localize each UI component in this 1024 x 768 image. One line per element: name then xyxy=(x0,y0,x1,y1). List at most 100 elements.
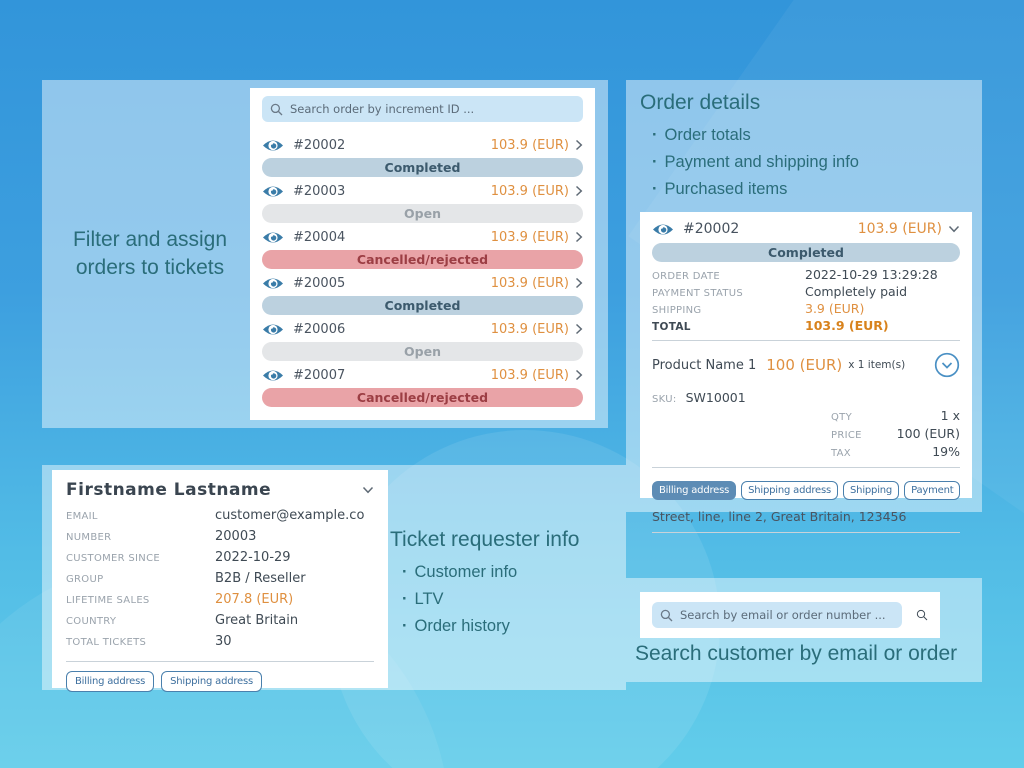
field-row: SHIPPING 3.9 (EUR) xyxy=(640,302,972,318)
field-value: 103.9 (EUR) xyxy=(805,318,889,333)
field-value: B2B / Reseller xyxy=(215,571,306,586)
order-row[interactable]: #20004 103.9 (EUR) xyxy=(262,224,583,250)
field-value: 30 xyxy=(215,634,232,649)
order-list-item: #20007 103.9 (EUR) Cancelled/rejected xyxy=(250,362,595,407)
order-price: 103.9 (EUR) xyxy=(490,275,569,291)
order-fields: ORDER DATE 2022-10-29 13:29:28 PAYMENT S… xyxy=(640,262,972,334)
address-line: Street, line, line 2, Great Britain, 123… xyxy=(652,509,907,524)
field-value: Great Britain xyxy=(215,613,299,628)
order-price: 103.9 (EUR) xyxy=(490,183,569,199)
customer-caption-heading: Ticket requester info xyxy=(390,528,580,551)
chevron-right-icon[interactable] xyxy=(575,231,583,243)
field-row: PAYMENT STATUS Completely paid xyxy=(640,285,972,301)
order-id: #20003 xyxy=(293,183,346,199)
order-status-badge: Cancelled/rejected xyxy=(262,250,583,269)
product-detail-value: 100 (EUR) xyxy=(896,426,960,441)
sku-label: SKU: xyxy=(652,394,677,405)
order-details-panel: Order details Order totals Payment and s… xyxy=(626,80,982,533)
field-label: PAYMENT STATUS xyxy=(652,288,743,299)
product-detail-row: QTY 1 x xyxy=(831,408,960,425)
order-details-header[interactable]: #20002 103.9 (EUR) xyxy=(640,212,972,242)
address-tab-button[interactable]: Shipping xyxy=(843,481,900,500)
chevron-down-icon[interactable] xyxy=(948,225,960,233)
address-tab-button[interactable]: Shipping address xyxy=(161,671,263,692)
field-label: TOTAL xyxy=(652,321,691,333)
order-row[interactable]: #20007 103.9 (EUR) xyxy=(262,362,583,388)
chevron-down-icon[interactable] xyxy=(362,486,374,494)
order-list-item: #20006 103.9 (EUR) Open xyxy=(250,316,595,361)
order-status-badge: Completed xyxy=(652,243,960,262)
customer-name: Firstname Lastname xyxy=(66,480,272,500)
order-id: #20006 xyxy=(293,321,346,337)
order-status-badge: Completed xyxy=(262,158,583,177)
field-label: EMAIL xyxy=(66,511,98,522)
order-id: #20005 xyxy=(293,275,346,291)
order-price: 103.9 (EUR) xyxy=(490,137,569,153)
field-row: ORDER DATE 2022-10-29 13:29:28 xyxy=(640,268,972,284)
order-id: #20002 xyxy=(683,221,740,237)
search-icon xyxy=(660,609,673,621)
address-tab-button[interactable]: Payment xyxy=(904,481,961,500)
customer-header[interactable]: Firstname Lastname xyxy=(52,470,388,506)
customer-address-buttons: Billing address Shipping address xyxy=(52,662,388,692)
address-tab-button[interactable]: Billing address xyxy=(652,481,737,500)
divider xyxy=(66,661,374,662)
order-search-input[interactable]: Search order by increment ID ... xyxy=(262,96,583,122)
field-value: customer@example.co xyxy=(215,508,365,523)
order-status-badge: Completed xyxy=(262,296,583,315)
order-row[interactable]: #20006 103.9 (EUR) xyxy=(262,316,583,342)
field-row: EMAIL customer@example.co xyxy=(52,506,388,527)
field-row: COUNTRY Great Britain xyxy=(52,611,388,632)
field-value: 2022-10-29 13:29:28 xyxy=(805,267,938,282)
order-row[interactable]: #20003 103.9 (EUR) xyxy=(262,178,583,204)
customer-search-input[interactable]: Search by email or order number ... xyxy=(652,602,902,628)
product-detail-row: TAX 19% xyxy=(831,444,960,461)
field-label: TOTAL TICKETS xyxy=(66,637,147,648)
product-detail-value: 19% xyxy=(932,444,960,459)
order-status-badge: Cancelled/rejected xyxy=(262,388,583,407)
product-detail-label: PRICE xyxy=(831,430,862,441)
product-detail-label: QTY xyxy=(831,412,852,423)
order-details-card: #20002 103.9 (EUR) Completed ORDER DATE … xyxy=(640,212,972,533)
chevron-right-icon[interactable] xyxy=(575,185,583,197)
product-price: 100 (EUR) xyxy=(766,356,843,374)
field-row: TOTAL 103.9 (EUR) xyxy=(640,319,972,334)
address-tab-button[interactable]: Billing address xyxy=(66,671,155,692)
product-qty: x 1 item(s) xyxy=(848,359,906,371)
sku-value: SW10001 xyxy=(685,390,746,405)
address-tab-button[interactable]: Shipping address xyxy=(741,481,839,500)
order-row[interactable]: #20002 103.9 (EUR) xyxy=(262,132,583,158)
chevron-right-icon[interactable] xyxy=(575,323,583,335)
customer-search-placeholder: Search by email or order number ... xyxy=(680,608,886,622)
orders-panel: Filter and assign orders to tickets Sear… xyxy=(42,80,608,428)
field-value: 207.8 (EUR) xyxy=(215,592,294,607)
chevron-right-icon[interactable] xyxy=(575,369,583,381)
field-value: Completely paid xyxy=(805,284,908,299)
product-detail-value: 1 x xyxy=(940,408,960,423)
chevron-right-icon[interactable] xyxy=(575,277,583,289)
order-details-heading: Order details xyxy=(640,91,761,114)
field-label: CUSTOMER SINCE xyxy=(66,553,160,564)
sku-row: SKU: SW10001 xyxy=(640,379,972,408)
divider xyxy=(652,340,960,341)
field-row: GROUP B2B / Reseller xyxy=(52,569,388,590)
search-submit-icon[interactable] xyxy=(916,603,928,627)
order-details-caption: Order details Order totals Payment and s… xyxy=(640,90,970,203)
field-label: SHIPPING xyxy=(652,305,702,316)
bullet-item: Customer info xyxy=(402,559,626,586)
customer-panel: Firstname Lastname EMAIL customer@exampl… xyxy=(42,465,626,692)
order-price: 103.9 (EUR) xyxy=(857,221,942,237)
order-row[interactable]: #20005 103.9 (EUR) xyxy=(262,270,583,296)
address-tabs: Billing address Shipping address Shippin… xyxy=(640,474,972,503)
order-list: #20002 103.9 (EUR) Completed #20003 103.… xyxy=(250,122,595,407)
field-row: LIFETIME SALES 207.8 (EUR) xyxy=(52,590,388,611)
chevron-right-icon[interactable] xyxy=(575,139,583,151)
product-detail-label: TAX xyxy=(831,448,851,459)
orders-caption: Filter and assign orders to tickets xyxy=(72,228,228,279)
bullet-item: Order history xyxy=(402,613,626,640)
product-row: Product Name 1 100 (EUR) x 1 item(s) xyxy=(640,347,972,379)
field-value: 20003 xyxy=(215,529,257,544)
eye-icon xyxy=(263,370,283,380)
expand-product-icon[interactable] xyxy=(934,352,960,378)
